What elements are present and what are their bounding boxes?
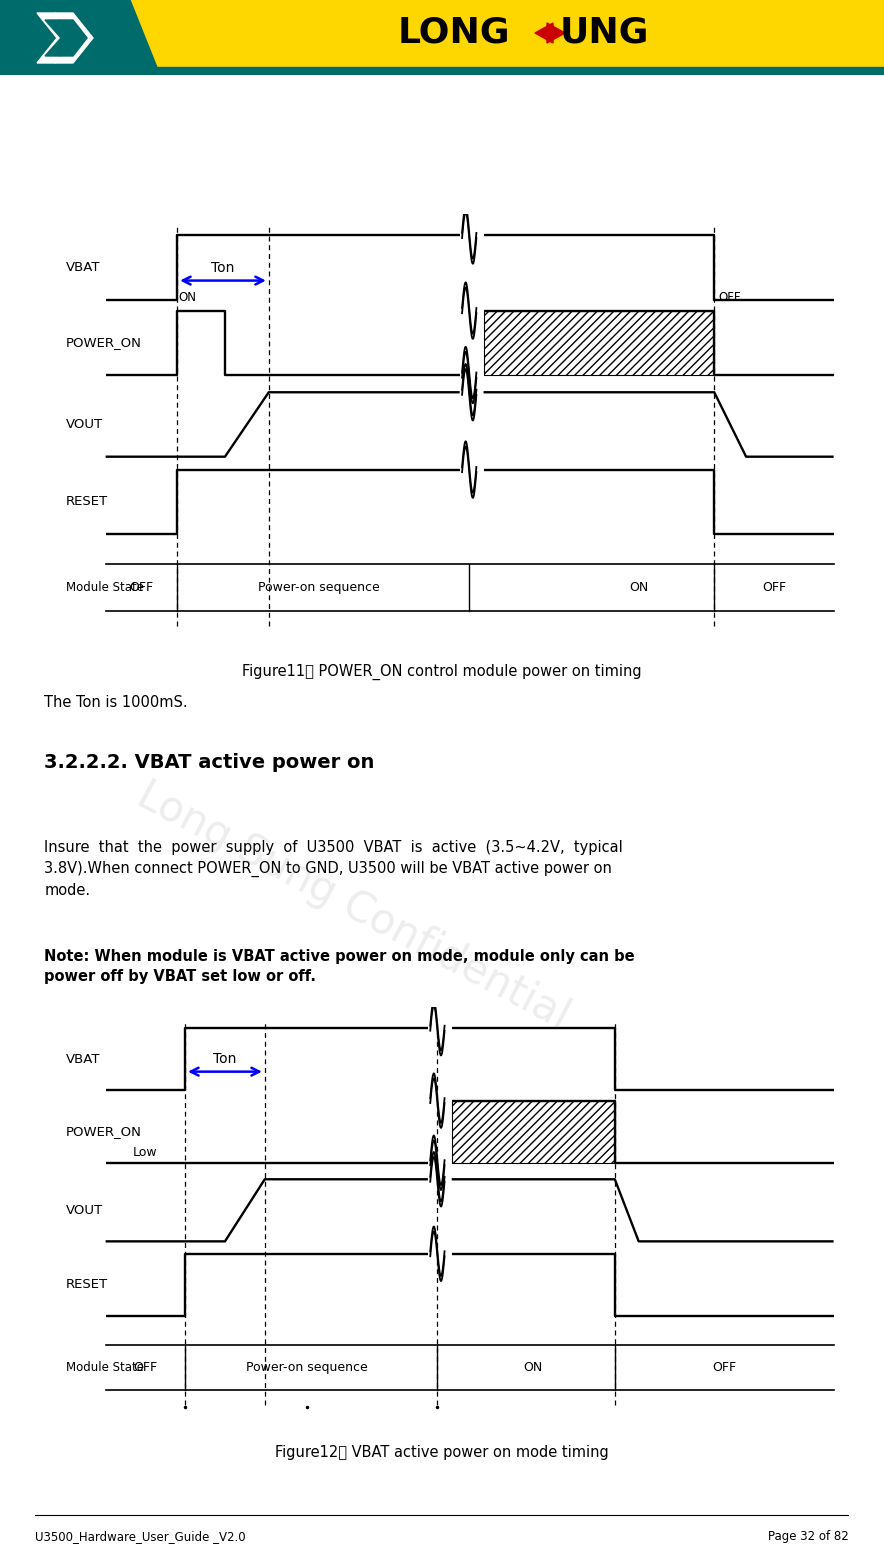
Text: OFF: OFF: [129, 581, 154, 594]
Text: Insure  that  the  power  supply  of  U3500  VBAT  is  active  (3.5~4.2V,  typic: Insure that the power supply of U3500 VB…: [44, 840, 623, 898]
Text: Long Sung Confidential: Long Sung Confidential: [131, 775, 576, 1037]
Text: VBAT: VBAT: [66, 1053, 101, 1065]
Text: The Ton is 1000mS.: The Ton is 1000mS.: [44, 695, 187, 711]
Polygon shape: [59, 20, 87, 56]
Polygon shape: [0, 0, 160, 75]
Text: OFF: OFF: [133, 1361, 157, 1375]
Text: UNG: UNG: [560, 16, 650, 50]
Text: LONG: LONG: [398, 16, 510, 50]
Bar: [484, 311, 714, 375]
Text: Power-on sequence: Power-on sequence: [246, 1361, 368, 1375]
Text: OFF: OFF: [762, 581, 786, 594]
Text: RESET: RESET: [66, 1278, 108, 1292]
Polygon shape: [535, 23, 553, 44]
Bar: [0, 67, 884, 75]
Polygon shape: [45, 20, 75, 56]
Text: Figure11： POWER_ON control module power on timing: Figure11： POWER_ON control module power …: [242, 664, 642, 679]
Text: POWER_ON: POWER_ON: [66, 336, 141, 350]
Bar: [452, 1101, 615, 1162]
Text: Low: Low: [133, 1145, 157, 1159]
Text: U3500_Hardware_User_Guide _V2.0: U3500_Hardware_User_Guide _V2.0: [35, 1529, 246, 1543]
Polygon shape: [547, 23, 565, 44]
Text: VBAT: VBAT: [66, 261, 101, 275]
Text: Note: When module is VBAT active power on mode, module only can be
power off by : Note: When module is VBAT active power o…: [44, 950, 635, 984]
Text: OFF: OFF: [713, 1361, 736, 1375]
Text: Ton: Ton: [211, 261, 234, 275]
Text: OFF: OFF: [719, 291, 741, 305]
Polygon shape: [55, 12, 93, 62]
Text: Page 32 of 82: Page 32 of 82: [768, 1529, 849, 1543]
Text: POWER_ON: POWER_ON: [66, 1125, 141, 1139]
Text: ON: ON: [629, 581, 648, 594]
Text: ON: ON: [179, 291, 197, 305]
Text: ON: ON: [523, 1361, 543, 1375]
Text: VOUT: VOUT: [66, 1204, 103, 1217]
Text: Figure12： VBAT active power on mode timing: Figure12： VBAT active power on mode timi…: [275, 1445, 609, 1460]
Polygon shape: [37, 12, 75, 62]
Text: Power-on sequence: Power-on sequence: [257, 581, 379, 594]
Text: 3.2.2.2. VBAT active power on: 3.2.2.2. VBAT active power on: [44, 753, 375, 772]
Text: VOUT: VOUT: [66, 419, 103, 431]
Text: Module State: Module State: [66, 1361, 144, 1375]
Text: RESET: RESET: [66, 495, 108, 508]
Text: Ton: Ton: [213, 1053, 237, 1067]
Text: Module State: Module State: [66, 581, 144, 594]
